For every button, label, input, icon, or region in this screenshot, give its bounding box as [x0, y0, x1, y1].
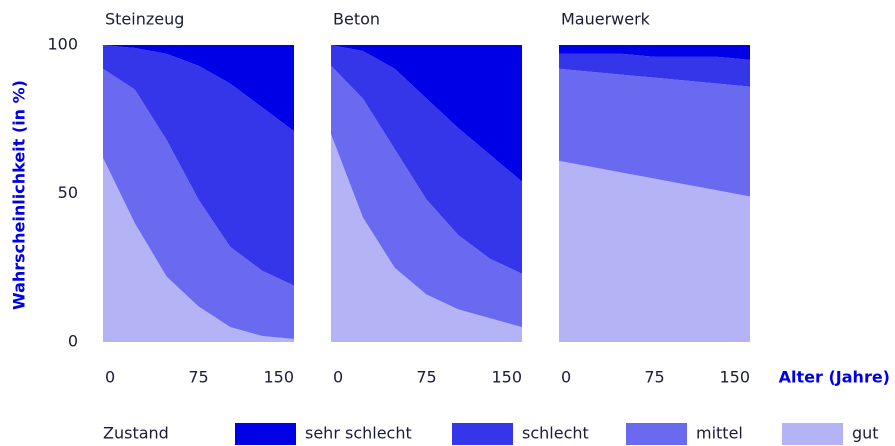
x-tick-label: 0 [561, 368, 571, 387]
legend-label: schlecht [522, 424, 589, 443]
y-tick-label: 0 [68, 332, 78, 351]
panel-title: Beton [333, 10, 380, 29]
y-axis-label: Wahrscheinlichkeit (in %) [10, 80, 29, 310]
x-tick-label: 75 [188, 368, 208, 387]
legend-swatch [782, 423, 843, 445]
area [103, 68, 294, 340]
legend-swatch [452, 423, 513, 445]
x-tick-label: 0 [333, 368, 343, 387]
area [331, 134, 522, 342]
area [103, 157, 294, 342]
legend-swatch [626, 423, 687, 445]
area [331, 65, 522, 328]
x-tick-label: 150 [263, 368, 294, 387]
panel-title: Mauerwerk [561, 10, 651, 29]
legend-label: mittel [696, 424, 743, 443]
area [559, 160, 750, 342]
x-tick-label: 150 [719, 368, 750, 387]
x-tick-label: 75 [644, 368, 664, 387]
legend-swatch [235, 423, 296, 445]
area [331, 45, 522, 274]
area [559, 53, 750, 87]
area [103, 45, 294, 132]
x-tick-label: 75 [416, 368, 436, 387]
x-axis-label: Alter (Jahre) [779, 368, 890, 387]
legend-label: gut [852, 424, 879, 443]
legend-title: Zustand [103, 424, 169, 443]
area [331, 45, 522, 182]
area [559, 68, 750, 197]
area [103, 45, 294, 286]
legend-label: sehr schlecht [305, 424, 412, 443]
x-tick-label: 150 [491, 368, 522, 387]
y-tick-label: 50 [58, 183, 78, 202]
y-tick-label: 100 [47, 35, 78, 54]
x-tick-label: 0 [105, 368, 115, 387]
panel-title: Steinzeug [105, 10, 184, 29]
area [559, 45, 750, 60]
